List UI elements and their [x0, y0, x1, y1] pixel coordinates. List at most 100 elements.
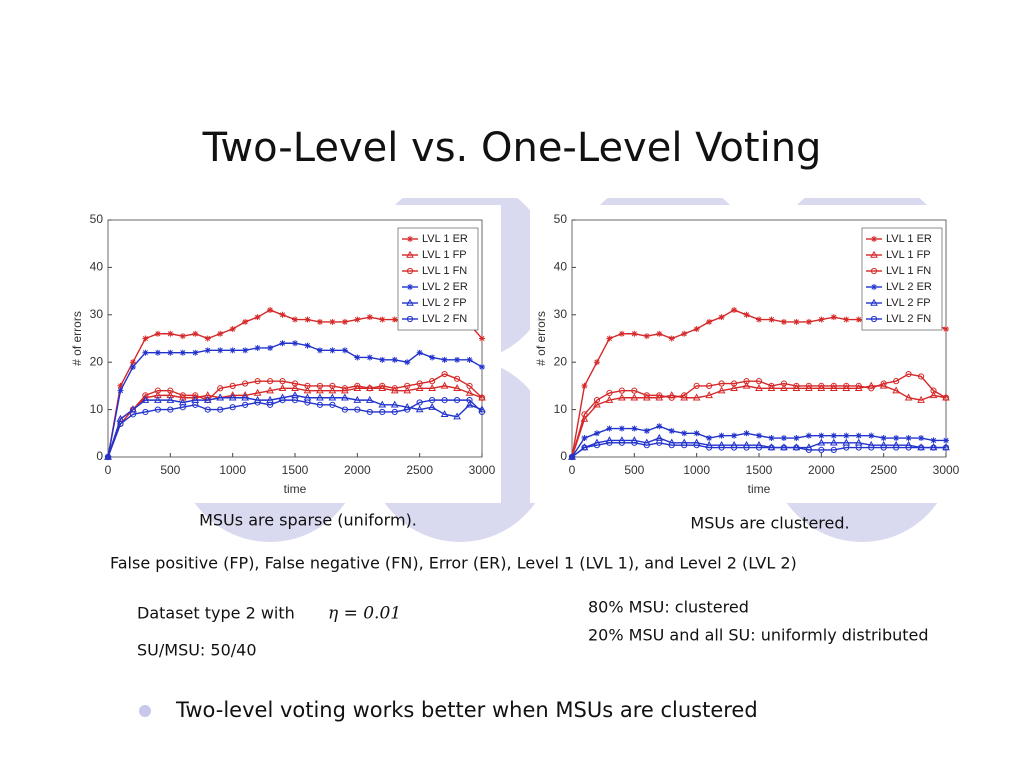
- marker: [618, 439, 625, 446]
- marker: [441, 370, 448, 378]
- marker: [441, 397, 448, 404]
- marker: [341, 406, 348, 413]
- marker: [593, 430, 600, 437]
- marker: [768, 382, 775, 389]
- marker: [254, 378, 261, 385]
- marker: [266, 401, 274, 408]
- marker: [606, 425, 613, 432]
- marker: [870, 267, 878, 275]
- y-tick-label: 20: [554, 354, 568, 368]
- marker: [266, 386, 274, 394]
- marker: [643, 442, 650, 449]
- marker: [706, 382, 713, 389]
- marker: [429, 397, 436, 404]
- series-line: [571, 373, 947, 458]
- marker: [129, 411, 137, 418]
- marker: [204, 406, 211, 413]
- marker: [870, 298, 878, 306]
- x-tick-label: 0: [569, 463, 576, 477]
- marker: [805, 318, 812, 325]
- marker: [192, 330, 199, 337]
- y-tick-label: 10: [90, 402, 104, 416]
- marker: [780, 444, 788, 451]
- slide-title: Two-Level vs. One-Level Voting: [202, 125, 822, 171]
- marker: [304, 316, 311, 323]
- marker: [768, 316, 775, 323]
- y-tick-label: 0: [96, 449, 103, 463]
- marker: [780, 435, 787, 442]
- marker: [805, 446, 812, 453]
- marker: [606, 335, 613, 342]
- legend-label: LVL 2 ER: [886, 281, 932, 293]
- marker: [930, 437, 937, 444]
- marker: [830, 446, 837, 453]
- marker: [117, 420, 124, 427]
- marker: [341, 318, 348, 325]
- marker: [479, 335, 485, 342]
- marker: [780, 384, 788, 391]
- series-line: [107, 399, 483, 458]
- marker: [129, 363, 136, 370]
- marker: [440, 410, 449, 418]
- marker: [366, 314, 373, 321]
- marker: [154, 395, 162, 403]
- marker: [254, 344, 261, 351]
- marker: [893, 378, 900, 385]
- marker: [428, 384, 436, 391]
- marker: [379, 382, 386, 389]
- marker: [905, 370, 912, 378]
- y-axis-label: # of errors: [70, 311, 84, 366]
- marker: [718, 432, 725, 439]
- dataset-math: η = 0.01: [328, 604, 401, 624]
- marker: [453, 412, 461, 420]
- marker: [415, 405, 424, 413]
- marker: [391, 385, 398, 392]
- marker: [166, 395, 175, 403]
- marker: [341, 347, 348, 354]
- marker: [379, 408, 386, 416]
- marker: [829, 438, 838, 446]
- marker: [605, 395, 614, 403]
- marker: [618, 393, 626, 401]
- marker: [316, 318, 323, 325]
- marker: [304, 342, 311, 349]
- marker: [154, 349, 161, 356]
- marker: [466, 382, 473, 389]
- legend-label: LVL 2 FP: [886, 297, 931, 309]
- y-tick-label: 30: [554, 307, 568, 321]
- marker: [656, 392, 663, 399]
- marker: [466, 356, 473, 363]
- series-line: [107, 373, 483, 458]
- marker: [756, 432, 762, 439]
- distribution: 80% MSU: clustered: [588, 598, 749, 617]
- marker: [391, 356, 398, 363]
- marker: [329, 318, 336, 325]
- marker: [154, 406, 161, 413]
- marker: [705, 391, 713, 399]
- marker: [743, 430, 750, 437]
- marker: [254, 399, 261, 406]
- marker: [855, 316, 862, 323]
- x-tick-label: 1500: [282, 463, 309, 477]
- marker: [203, 395, 212, 403]
- marker: [731, 432, 738, 439]
- marker: [465, 388, 474, 396]
- marker: [581, 435, 588, 442]
- marker: [415, 384, 424, 391]
- x-tick-label: 3000: [469, 463, 496, 477]
- marker: [404, 382, 411, 389]
- marker: [404, 406, 411, 413]
- legend-label: LVL 2 FN: [422, 313, 467, 325]
- marker: [316, 386, 324, 394]
- marker: [668, 442, 675, 449]
- marker: [391, 316, 398, 323]
- marker: [379, 316, 386, 323]
- marker: [167, 406, 174, 413]
- x-tick-label: 0: [105, 463, 112, 477]
- marker: [379, 356, 386, 363]
- marker: [718, 314, 725, 321]
- marker: [917, 373, 925, 380]
- y-tick-label: 40: [90, 260, 104, 274]
- marker: [229, 404, 236, 411]
- marker: [943, 437, 949, 444]
